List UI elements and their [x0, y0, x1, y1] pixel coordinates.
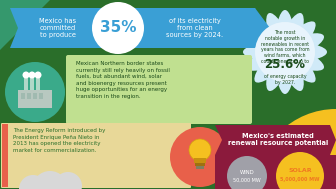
Bar — [194, 158, 206, 163]
Ellipse shape — [266, 13, 304, 91]
Ellipse shape — [246, 33, 324, 71]
Text: 25.6%: 25.6% — [264, 57, 305, 70]
Text: 5,000,000 MW: 5,000,000 MW — [280, 177, 320, 183]
FancyBboxPatch shape — [215, 155, 336, 189]
Ellipse shape — [246, 33, 324, 71]
Ellipse shape — [266, 13, 304, 91]
Text: The Energy Reform introduced by
President Enrique Peña Nieto in
2013 has opened : The Energy Reform introduced by Presiden… — [13, 128, 106, 153]
Polygon shape — [0, 0, 50, 50]
Ellipse shape — [275, 10, 295, 94]
Bar — [33, 93, 37, 99]
Text: The most
notable growth in
renewables in recent
years has come from
wind farms, : The most notable growth in renewables in… — [261, 30, 309, 64]
Circle shape — [32, 171, 68, 189]
Text: of energy capacity
by 2027.: of energy capacity by 2027. — [264, 74, 306, 85]
Circle shape — [276, 152, 324, 189]
FancyBboxPatch shape — [1, 123, 191, 188]
Circle shape — [92, 2, 144, 54]
Bar — [18, 90, 52, 108]
Bar — [2, 124, 8, 187]
Ellipse shape — [254, 21, 316, 83]
Circle shape — [23, 71, 30, 78]
Bar — [39, 93, 43, 99]
Circle shape — [35, 71, 42, 78]
Polygon shape — [255, 8, 270, 48]
FancyBboxPatch shape — [66, 55, 252, 124]
Text: Mexican Northern border states
currently still rely heavily on fossil
fuels, but: Mexican Northern border states currently… — [76, 61, 170, 99]
Polygon shape — [286, 139, 336, 189]
Text: Mexico has
committed
to produce: Mexico has committed to produce — [39, 18, 77, 38]
Text: of its electricity
from clean
sources by 2024.: of its electricity from clean sources by… — [166, 18, 223, 38]
Circle shape — [29, 71, 36, 78]
Circle shape — [227, 156, 267, 189]
Circle shape — [54, 172, 82, 189]
Text: SOLAR: SOLAR — [288, 167, 312, 173]
Circle shape — [5, 62, 65, 122]
Polygon shape — [215, 125, 336, 155]
Bar — [195, 163, 205, 166]
Circle shape — [170, 127, 230, 187]
Text: WIND: WIND — [240, 170, 254, 174]
Circle shape — [255, 22, 315, 82]
Circle shape — [256, 109, 336, 189]
Bar — [27, 93, 31, 99]
Ellipse shape — [243, 42, 327, 63]
Bar — [21, 93, 25, 99]
Bar — [36, 77, 40, 90]
Circle shape — [19, 175, 47, 189]
Bar — [24, 77, 28, 90]
Ellipse shape — [189, 139, 211, 161]
Polygon shape — [10, 8, 260, 48]
Bar — [30, 77, 34, 90]
Bar — [196, 166, 204, 169]
Text: Mexico's estimated
renewal resource potential: Mexico's estimated renewal resource pote… — [228, 133, 328, 146]
Ellipse shape — [254, 21, 316, 83]
Text: 35%: 35% — [100, 20, 136, 36]
Text: 50,000 MW: 50,000 MW — [233, 177, 261, 183]
